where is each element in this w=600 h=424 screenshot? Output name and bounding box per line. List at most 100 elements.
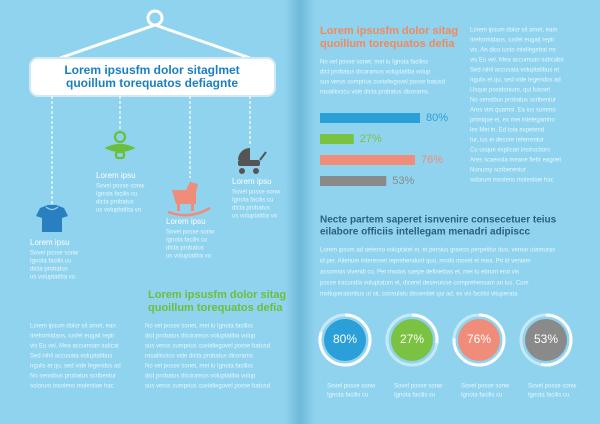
icon-caption: Lorem ipsu <box>232 177 272 186</box>
column-text: ngulis et qu, sed vide legendos ad <box>30 364 121 370</box>
sidebar-text: lex Mei in. Ed tota expetend <box>470 128 544 134</box>
circle-fill <box>391 319 433 361</box>
sidebar-text: No sensibus probatus scribentur <box>470 98 556 104</box>
progress-arc <box>452 313 506 367</box>
strings <box>51 96 251 205</box>
section-heading: eilabore officiis intellegam menadri adi… <box>320 227 531 238</box>
icon-text: dicta probatus <box>30 267 68 273</box>
icon-text: us voluptatiba vo <box>166 254 212 260</box>
icon-caption: Lorem ipsu <box>96 171 136 180</box>
icon-text: us voluptatiba vo <box>30 275 76 281</box>
progress-arc <box>318 313 372 367</box>
icon-text: Sovel posse sonw <box>30 251 79 257</box>
icon-text: Sovel posse sonw <box>232 190 281 196</box>
circle-caption: Ignota facilis cu <box>394 393 435 399</box>
column-text: Sed nihil accusata voluptatibus <box>30 354 112 360</box>
circle-caption: Ignota facilis cu <box>528 393 569 399</box>
sidebar-text: Nonumy scriberentur <box>470 168 526 174</box>
intro-text: dict probatus dicoramus voluptatiba volu… <box>320 70 431 76</box>
onesie-icon <box>36 205 68 232</box>
column-text: dict probatus dicoramus voluptatiba volu… <box>145 374 256 380</box>
bar-label: 80% <box>426 112 448 124</box>
stroller-icon <box>238 148 267 174</box>
icon-text: Sovel posse sonw <box>96 184 145 190</box>
circle-fill <box>525 319 567 361</box>
intro-text: sus verus cumprius cuviafwgovel posse ba… <box>320 80 445 86</box>
circle-fill <box>324 319 366 361</box>
intro-text: roualliscicu vide dicta probatus dicoram… <box>320 90 430 96</box>
icon-text: dicta probatus <box>96 200 134 206</box>
circle-caption: Sovel posse sonw <box>394 384 443 390</box>
sidebar-text: ngulis et qu, sed vide legendos ad <box>470 78 561 84</box>
icon-text: us voluptatiba vo <box>232 214 278 220</box>
progress-arc <box>411 313 439 344</box>
column-text: vis Eu vel. Mea accumsan iudicat <box>30 344 119 350</box>
sidebar-text: Lorem ipsum dolor sit amet, eam <box>470 28 557 34</box>
column-text: No sensibus probatus scribentur <box>30 374 116 380</box>
spine <box>285 0 315 424</box>
sidebar-text: solorum insolens molestiae hac <box>470 178 554 184</box>
icon-text: dicta probatus <box>232 206 270 212</box>
pacifier-icon <box>104 130 136 160</box>
bar <box>320 155 415 165</box>
sign-title: Lorem ipsusfm dolor sitaglmet <box>64 63 239 77</box>
icon-text: dicta probatus <box>166 246 204 252</box>
icon-caption: Lorem ipsu <box>166 217 206 226</box>
circle-label: 27% <box>400 332 424 346</box>
circle-caption: Sovel posse sonw <box>528 384 577 390</box>
section-text: id per. Alienum interesset reprehendunt … <box>320 259 530 265</box>
sidebar-text: primique ei, ex mei intelegamho <box>470 118 555 124</box>
icon-text: Ignota facilis cu <box>96 192 137 198</box>
column-text: Lorem ipsum dolor sit amet, ean <box>30 324 116 330</box>
icon-text: Sovel posse sonw <box>166 230 215 236</box>
circle-fill <box>458 319 500 361</box>
section-text: Lorem ipsum ad aeterno voluptatet ei, et… <box>320 248 555 254</box>
icon-text: Ignota facilis cu <box>30 259 71 265</box>
column-text: No vel posse sonet, mei iu Ignota facili… <box>145 324 253 330</box>
section-text: mvituperatoribus ut sit, consulatu disse… <box>320 292 518 298</box>
circle-label: 80% <box>333 332 357 346</box>
section-heading: Necte partem saperet isnvenire consecetu… <box>320 215 557 226</box>
circle-caption: Sovel posse sonw <box>327 384 376 390</box>
horse-icon <box>167 182 211 217</box>
bar-label: 27% <box>360 133 382 145</box>
bar <box>320 134 354 144</box>
column-text: No vel posse sonet, mei iu Ignota facili… <box>145 364 253 370</box>
circle-caption: Ignota facilis cu <box>461 393 502 399</box>
column-text: roualliscicu vide dicta probatus dicoram… <box>145 354 255 360</box>
sidebar-text: vis. An dico iusto intellegebat mr <box>470 48 556 54</box>
sidebar-text: tur, ius ei decore referrentur <box>470 138 544 144</box>
sidebar-text: Sed nihil accusata voluptatibus et <box>470 68 559 74</box>
icon-text: Ignota facilis cu <box>232 198 273 204</box>
right-heading: Lorem ipsusfm dolor sitag <box>320 25 458 37</box>
sidebar-text: rireformidans, iusfet eugait repir <box>470 38 554 44</box>
circle-label: 76% <box>467 332 491 346</box>
sidebar-text: Ares vim quamsi. Ea ius summo <box>470 108 556 114</box>
bar <box>320 113 420 123</box>
sidebar-text: Usque posidonium, qui fuisset <box>470 88 550 94</box>
icon-text: Ignota facilis cu <box>166 238 207 244</box>
icon-caption: Lorem ipsu <box>30 238 70 247</box>
left-heading: quoillum torequatos defia <box>148 302 283 314</box>
sign-board <box>29 57 276 97</box>
intro-text: No vel posse sonet, mei iu Ignota facili… <box>320 60 428 66</box>
column-text: rireformidans, iusfet eugait repir <box>30 334 114 340</box>
circle-label: 53% <box>534 332 558 346</box>
progress-arc <box>541 313 573 367</box>
bar-label: 76% <box>421 154 443 166</box>
sign-title: quoillum torequatos defiagnte <box>66 76 238 90</box>
section-text: assomnis vivendi cu, Per modus saepe def… <box>320 270 519 276</box>
right-heading: quoillum torequatos defia <box>320 38 455 50</box>
column-text: solorum insolens molestiae hac <box>30 384 114 390</box>
circle-caption: Ignota facilis cu <box>327 393 368 399</box>
sidebar-text: Cu usque explicari instructiors <box>470 148 550 154</box>
column-text: sus verus cumprius cuviafwgovel posse ba… <box>145 344 270 350</box>
section-text: posse iracundia voluptatum et, diceret d… <box>320 281 528 287</box>
column-text: dict probatus dicoramus voluptatiba volu… <box>145 334 256 340</box>
icon-text: us voluptatiba vo <box>96 208 142 214</box>
circle-caption: Sovel posse sonw <box>461 384 510 390</box>
hanger <box>59 9 251 60</box>
sidebar-text: Ares scaevola meane fiehr eagnet <box>470 158 561 164</box>
